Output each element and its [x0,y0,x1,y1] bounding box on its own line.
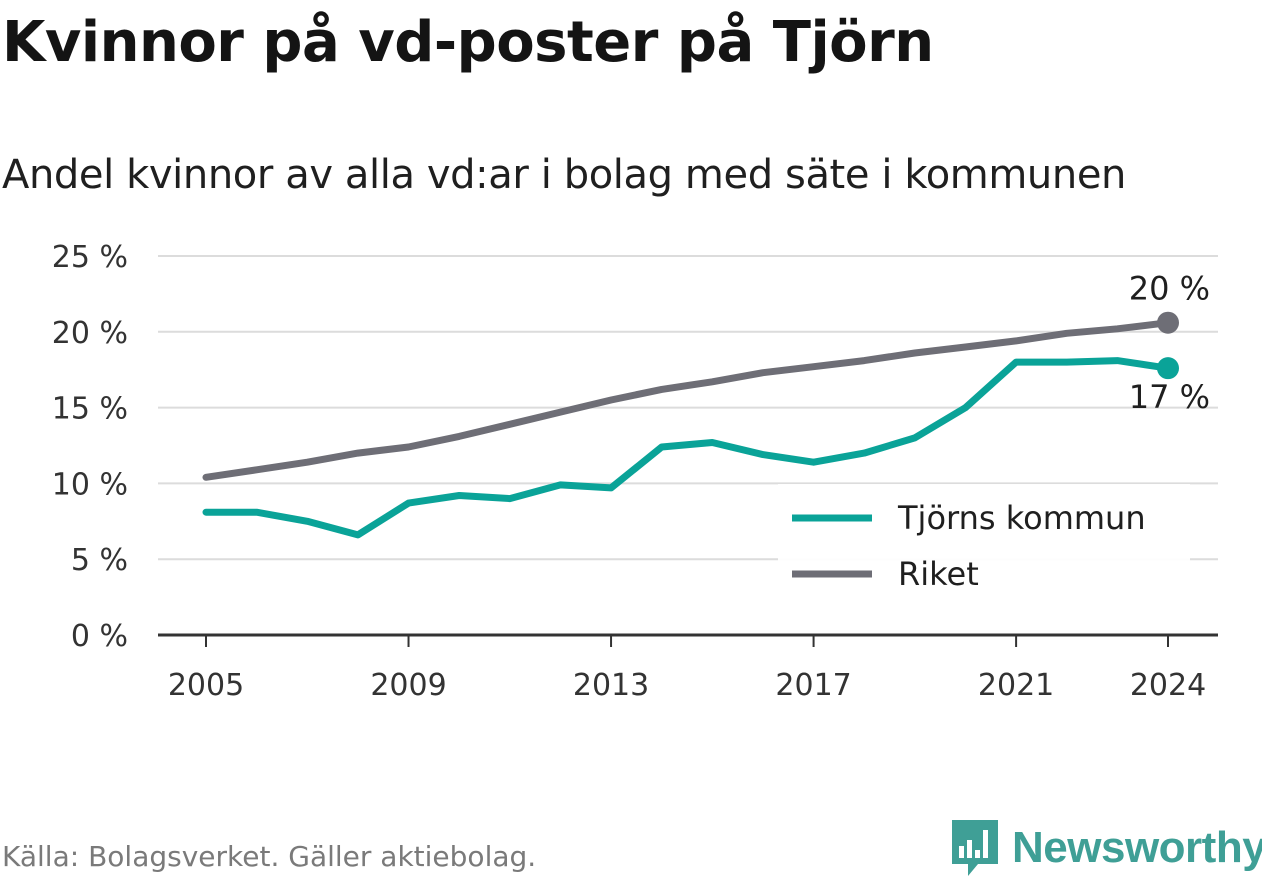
series-lines [202,311,1179,539]
chart-title: Kvinnor på vd-poster på Tjörn [2,10,934,75]
line-chart: 0 %5 %10 %15 %20 %25 % 2005 2009 2013 2017 2… [52,240,1218,703]
y-axis-ticks: 0 % 5 % 10 % 15 % 20 % 25 % [52,240,128,654]
source-note: Källa: Bolagsverket. Gäller aktiebolag. [2,840,537,873]
y-tick-label-5: 5 % [71,543,128,578]
x-tick-label-2005: 2005 [168,668,244,703]
x-tick-label-2013: 2013 [573,668,649,703]
x-axis-ticks: 2005 2009 2013 2017 2021 2024 [168,635,1206,703]
grid-lines [158,255,1218,561]
y-tick-label-0: 0 % [71,619,128,654]
series-line-0 [202,357,1172,539]
y-tick-label-25: 25 % [52,240,128,275]
x-tick-label-2021: 2021 [978,668,1054,703]
y-tick-label-15: 15 % [52,392,128,427]
y-tick-label-10: 10 % [52,467,128,502]
end-label-0: 17 % [1129,378,1210,416]
series-end-point-1 [1157,311,1179,334]
y-tick-label-20: 20 % [52,316,128,351]
x-tick-label-2017: 2017 [775,668,851,703]
x-tick-label-2024: 2024 [1130,668,1206,703]
series-line-1 [202,319,1172,481]
end-label-1: 20 % [1129,270,1210,308]
end-labels: 17 % 20 % [1129,270,1210,416]
x-tick-label-2009: 2009 [370,668,446,703]
legend-label-1: Riket [898,555,979,593]
series-end-point-0 [1157,357,1179,380]
brand-logo: Newsworthy [950,818,1262,878]
legend-label-0: Tjörns kommun [897,499,1146,537]
chart-subtitle: Andel kvinnor av alla vd:ar i bolag med … [2,152,1126,198]
brand-name: Newsworthy [1012,823,1262,872]
legend: Tjörns kommun Riket [778,484,1190,596]
newsworthy-logo-icon [952,820,998,876]
